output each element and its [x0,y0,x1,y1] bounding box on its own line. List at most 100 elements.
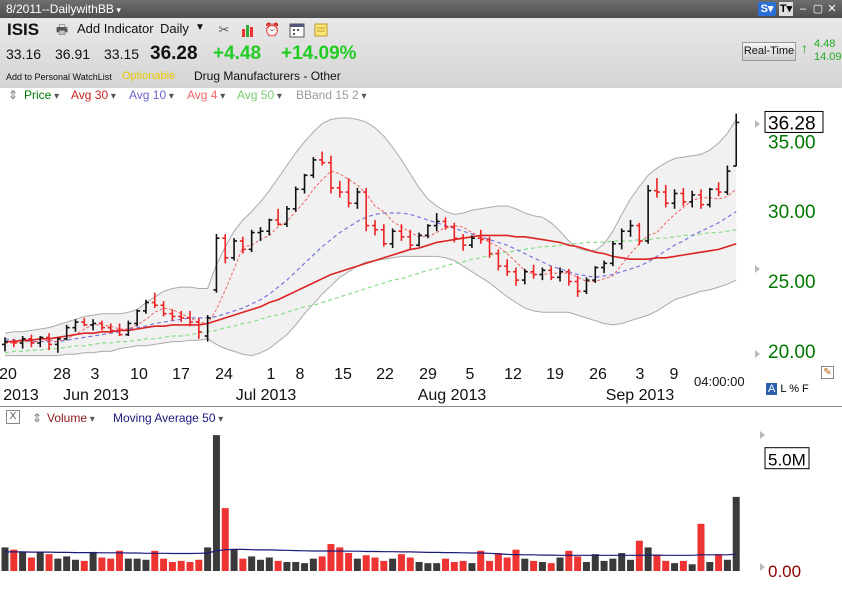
scale-percent-button[interactable]: % [789,383,799,395]
ohlc-bar [336,180,343,198]
close-panel-button[interactable]: X [6,410,20,424]
add-indicator-button[interactable]: Add Indicator [77,21,154,36]
ohlc-bar [380,224,387,247]
volume-bar [63,556,71,571]
ohlc-bar [37,336,44,348]
volume-bar [318,556,326,571]
ohlc-bar [504,259,511,276]
ohlc-bar [125,320,132,337]
ohlc-bar [574,275,581,297]
ohlc-bar [354,187,361,209]
volume-bar [292,562,300,571]
chart-title[interactable]: 8/2011--DailywithBB [6,2,121,16]
legend-price[interactable]: Price [24,88,59,102]
volume-bar [133,558,141,571]
ohlc-bar [301,173,308,194]
pencil-icon[interactable]: ✎ [821,366,834,379]
legend-bband[interactable]: BBand 15 2 [296,88,367,102]
price-panel[interactable]: 20.00 25.00 30.00 35.00 36.28 20 28 3 10 17 24 1 8 15… [0,104,842,406]
legend-avg10[interactable]: Avg 10 [129,88,174,102]
legend-avg4[interactable]: Avg 4 [187,88,225,102]
period-dropdown-icon[interactable]: ▼ [195,22,205,33]
ohlc-bar [407,229,414,250]
ohlc-bar [627,220,634,237]
scale-auto-button[interactable]: A [766,383,778,395]
trade-menu-icon[interactable]: T▾ [779,2,793,16]
quote-header: ISIS 🖶 Add Indicator Daily ▼ ✂ ⏰ 33.16 3… [0,18,842,88]
close-icon[interactable]: ✕ [827,3,837,15]
ohlc-bar [548,266,555,281]
volume-bar [574,556,582,571]
ohlc-bar [557,267,564,282]
y-tick-label: 35.00 [768,132,816,153]
volume-bar [556,557,564,571]
bar-chart-icon[interactable] [240,22,256,38]
volume-bar [107,558,115,571]
x-tick-label: 24 [215,366,233,383]
legend-volume[interactable]: Volume [47,411,95,425]
volume-bar [450,562,458,571]
x-month-label: Jun 2013 [63,387,129,404]
ohlc-bar [319,151,326,166]
ohlc-bar [266,218,273,236]
scale-log-button[interactable]: L [780,383,787,395]
x-month-label: Aug 2013 [418,387,487,404]
volume-panel[interactable]: 5.0M 0.00 X ⇕ Volume Moving Average 50 [0,406,842,590]
drag-handle-icon[interactable]: ⇕ [32,411,43,425]
volume-bar [80,560,88,571]
scale-fit-button[interactable]: F [802,383,809,395]
ohlc-bar [433,213,440,232]
volume-bar [415,562,423,571]
ohlc-bar [477,229,484,244]
maximize-icon[interactable]: ▢ [812,3,824,15]
volume-bar [530,560,538,571]
x-tick-label: 26 [589,366,607,383]
note-icon[interactable] [313,22,329,38]
ohlc-bar [451,222,458,243]
volume-bar [653,555,661,571]
s-menu-icon[interactable]: S▾ [758,2,776,16]
avg50-line [4,229,737,354]
minimize-icon[interactable]: – [799,3,807,15]
x-tick-label: 15 [334,366,352,383]
ohlc-bar [2,337,8,352]
ohlc-bar [134,309,141,327]
ohlc-bar [28,334,35,348]
ohlc-bar [81,317,88,327]
legend-avg30[interactable]: Avg 30 [71,88,116,102]
volume-bar [239,558,247,571]
realtime-button[interactable]: Real-Time [742,42,796,61]
drag-handle-icon[interactable]: ⇕ [8,88,19,102]
low-value: 33.15 [104,46,140,62]
alarm-clock-icon[interactable]: ⏰ [264,22,281,37]
ohlc-bar [512,267,519,286]
ohlc-bar [10,338,17,348]
legend-volume-ma[interactable]: Moving Average 50 [113,411,223,425]
y-tick-label: 30.00 [768,202,816,223]
legend-avg50[interactable]: Avg 50 [237,88,282,102]
print-icon[interactable]: 🖶 [55,22,69,37]
volume-bar [389,558,397,571]
bband-upper-line [4,117,737,334]
period-select[interactable]: Daily [160,21,189,36]
x-tick-label: 9 [670,366,679,383]
optionable-badge: Optionable [122,70,176,82]
ohlc-bar [257,227,264,241]
add-watchlist-link[interactable]: Add to Personal WatchList [6,72,112,82]
volume-bar [71,559,79,571]
volume-bar [618,553,626,571]
calendar-add-icon[interactable] [289,22,305,38]
axis-marker [760,431,765,439]
volume-bar [477,550,485,571]
ohlc-bar [310,157,317,179]
ohlc-bar [565,268,572,286]
volume-bar [45,554,53,571]
volume-bar [547,563,555,571]
volume-chart[interactable]: 5.0M 0.00 [0,407,842,591]
volume-bar [265,557,273,571]
x-month-label: Sep 2013 [606,387,675,404]
ohlc-bar [530,264,537,279]
symbol-input[interactable]: ISIS [7,20,40,39]
tools-icon[interactable]: ✂ [218,22,230,37]
